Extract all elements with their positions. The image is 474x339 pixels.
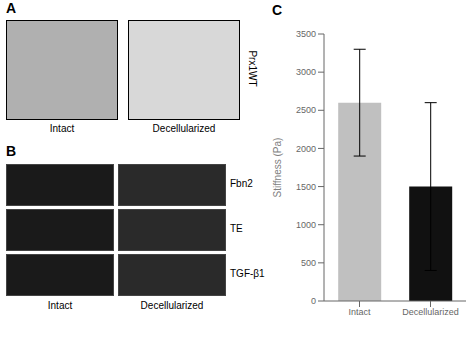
svg-text:2000: 2000 [296,144,316,154]
html-text:Fbn2: Fbn2 [230,178,253,189]
svg-text:3500: 3500 [296,29,316,39]
html-text:Prx1WT: Prx1WT [246,50,258,87]
html-text:Decellularized: Decellularized [152,123,216,134]
html-text:A: A [6,0,17,16]
svg-text:2500: 2500 [296,105,316,115]
svg-text:Stiffness (Pa): Stiffness (Pa) [272,138,283,198]
svg-text:1000: 1000 [296,220,316,230]
html-text:B: B [6,143,17,159]
svg-text:500: 500 [301,258,316,268]
svg-text:1500: 1500 [296,182,316,192]
html-text:TGF-β1: TGF-β1 [230,268,265,279]
html-text:Intact: Intact [47,300,73,311]
html-text:Decellularized: Decellularized [140,300,204,311]
svg-text:Intact: Intact [348,307,371,317]
html-text:C: C [272,2,283,18]
svg-text:0: 0 [311,296,316,306]
html-text:TE: TE [230,223,243,234]
svg-text:3000: 3000 [296,67,316,77]
html-text:Intact: Intact [49,123,75,134]
svg-text:Decellularized: Decellularized [402,307,459,317]
